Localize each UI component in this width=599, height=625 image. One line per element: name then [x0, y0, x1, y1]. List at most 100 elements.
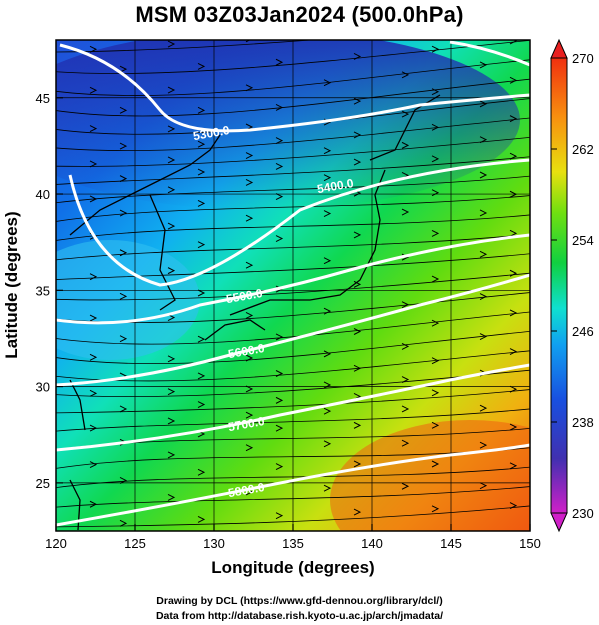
stream-arrow-136 [401, 439, 410, 447]
stream-arrow-55 [197, 199, 206, 207]
streamline-7 [56, 156, 530, 185]
stream-arrow-82 [431, 275, 440, 283]
colorbar-bottom-triangle [550, 512, 568, 533]
stream-arrow-28 [401, 110, 410, 118]
stream-arrow-121 [167, 417, 176, 425]
stream-arrow-34 [431, 123, 440, 131]
stream-arrow-107 [509, 348, 518, 355]
y-tick-label-35: 35 [36, 283, 50, 298]
colorbar-tick-label-246: 246 [572, 324, 594, 339]
stream-arrow-132 [89, 461, 98, 469]
stream-arrow-44 [275, 163, 284, 170]
y-axis-ticks: 25 30 35 40 45 [36, 91, 63, 491]
stream-arrow-140 [275, 463, 284, 471]
stream-arrow-111 [323, 381, 332, 389]
stream-arrow-64 [401, 208, 410, 216]
colorbar-tick-label-238: 238 [572, 415, 594, 430]
stream-arrow-119 [509, 385, 518, 393]
stream-arrow-2 [245, 40, 251, 43]
stream-arrow-131 [509, 423, 518, 431]
stream-arrow-144 [89, 500, 98, 508]
stream-arrow-94 [431, 319, 440, 327]
stream-arrow-86 [245, 311, 254, 319]
stream-arrow-101 [479, 333, 488, 340]
stream-arrow-39 [323, 147, 332, 155]
streamline-11 [56, 233, 530, 261]
stream-arrow-78 [119, 292, 128, 300]
streamline-15 [56, 311, 530, 345]
stream-arrow-5 [480, 20, 486, 26]
streamline-23 [56, 466, 530, 489]
x-axis-ticks: 120 125 130 135 140 145 150 [45, 524, 541, 551]
stream-arrow-148 [401, 482, 410, 490]
stream-arrow-61 [167, 222, 176, 230]
stream-arrow-106 [431, 357, 440, 365]
contour-5400 [68, 158, 530, 287]
contour-label-5300.0: 5300.0 [192, 123, 231, 143]
stream-arrow-38 [245, 152, 254, 160]
stream-arrow-155 [509, 502, 518, 510]
stream-arrow-90 [119, 335, 128, 343]
streamline-9 [56, 195, 530, 222]
stream-arrow-62 [245, 214, 254, 222]
stream-arrow-142 [431, 460, 440, 468]
stream-arrow-83 [509, 269, 518, 277]
streamline-8 [56, 175, 530, 204]
stream-arrow-123 [323, 407, 332, 415]
contour-5700 [56, 363, 530, 452]
stream-arrow-43 [197, 168, 206, 176]
stream-arrow-29 [479, 100, 488, 108]
stream-arrow-67 [197, 241, 206, 249]
stream-arrow-69 [353, 231, 362, 239]
stream-arrow-11 [509, 40, 518, 45]
colorbar-tick-label-230: 230 [572, 506, 594, 521]
stream-arrow-141 [353, 460, 362, 468]
stream-arrow-98 [245, 354, 254, 362]
colorbar-body [550, 57, 568, 514]
stream-arrow-95 [509, 309, 518, 317]
stream-arrow-134 [245, 444, 254, 452]
y-tick-label-45: 45 [36, 91, 50, 106]
contour-label-5600.0: 5600.0 [227, 341, 266, 361]
credits-line-2: Data from http://database.rish.kyoto-u.a… [155, 610, 444, 622]
x-tick-label-120: 120 [45, 536, 67, 551]
stream-arrow-89 [479, 293, 488, 300]
contour-label-5800.0: 5800.0 [227, 480, 266, 500]
stream-arrow-125 [479, 404, 488, 412]
stream-arrow-59 [509, 190, 518, 198]
stream-arrow-79 [197, 289, 206, 297]
x-tick-label-140: 140 [361, 536, 383, 551]
stream-arrow-37 [167, 156, 176, 164]
stream-arrow-105 [353, 364, 362, 372]
chart-title: MSM 03Z03Jan2024 (500.0hPa) [135, 2, 464, 27]
stream-arrow-19 [197, 106, 206, 114]
stream-arrow-22 [431, 88, 440, 96]
stream-arrow-150 [119, 519, 128, 527]
contour-top-right [449, 40, 530, 67]
x-tick-label-135: 135 [282, 536, 304, 551]
contour-5600 [56, 273, 530, 387]
stream-arrow-12 [89, 86, 98, 94]
stream-arrow-1 [167, 40, 176, 48]
stream-arrow-112 [401, 376, 410, 383]
stream-arrow-109 [167, 388, 176, 396]
stream-arrow-65 [479, 209, 488, 217]
streamline-24 [56, 486, 530, 508]
colorbar-top-triangle [550, 38, 568, 59]
stream-arrow-50 [245, 179, 254, 186]
stream-arrow-124 [401, 405, 410, 413]
contour-labels: 5300.0 5400.0 5500.0 5600.0 5700.0 5800.0 [192, 123, 355, 500]
stream-arrow-35 [509, 115, 518, 123]
stream-arrow-97 [167, 355, 176, 363]
x-tick-label-130: 130 [203, 536, 225, 551]
stream-arrow-88 [401, 301, 410, 309]
contour-label-5500.0: 5500.0 [225, 286, 264, 306]
stream-arrow-77 [479, 250, 488, 258]
stream-arrow-58 [431, 189, 440, 197]
stream-arrow-96 [89, 353, 98, 361]
streamline-1 [56, 40, 530, 74]
stream-arrow-145 [167, 493, 176, 501]
stream-arrow-24 [89, 125, 98, 133]
colorbar-ticks: 270 262 254 246 238 230 [551, 51, 594, 521]
stream-arrow-72 [89, 273, 98, 281]
